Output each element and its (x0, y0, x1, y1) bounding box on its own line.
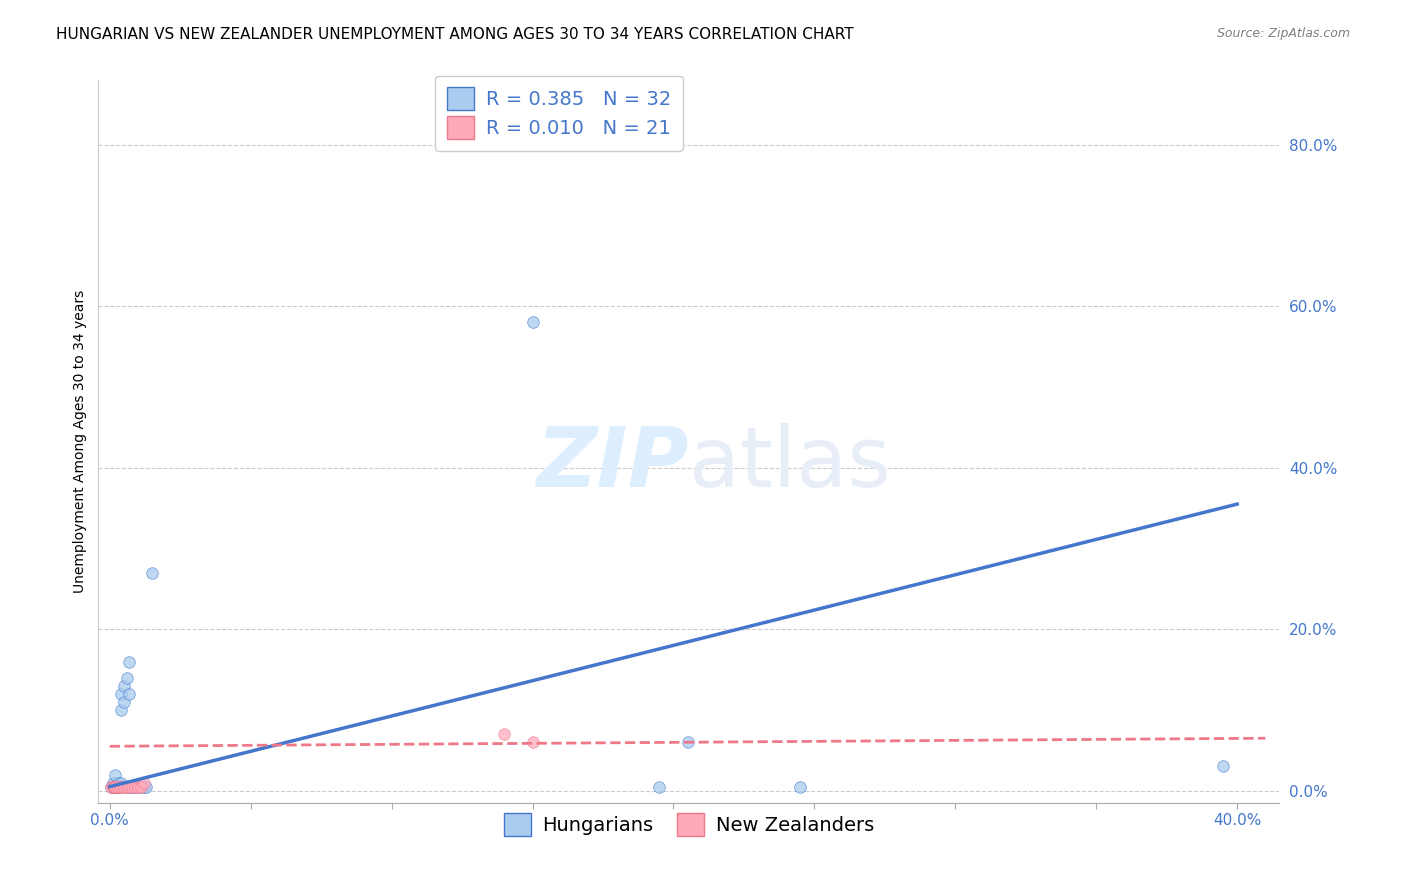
Point (1212, 759, 1234, 773)
Point (110, 780, 132, 794)
Point (121, 780, 143, 794)
Point (115, 671, 138, 685)
Point (107, 780, 129, 794)
Point (103, 780, 125, 794)
Point (124, 780, 146, 794)
Point (112, 780, 135, 794)
Point (118, 655, 141, 669)
Point (107, 780, 129, 794)
Point (121, 780, 143, 794)
Legend: Hungarians, New Zealanders: Hungarians, New Zealanders (496, 805, 882, 844)
Point (522, 735, 544, 749)
Point (132, 780, 155, 794)
Point (107, 775, 129, 789)
Point (110, 687, 132, 701)
Point (110, 780, 132, 794)
Point (141, 566, 163, 580)
Point (789, 780, 811, 794)
Point (129, 780, 152, 794)
Point (129, 780, 152, 794)
Point (101, 780, 124, 794)
Point (101, 780, 124, 794)
Text: ZIP: ZIP (536, 423, 689, 504)
Point (676, 735, 699, 749)
Point (132, 775, 155, 789)
Point (112, 679, 135, 693)
Point (110, 775, 132, 789)
Point (112, 695, 135, 709)
Point (127, 780, 149, 794)
Point (104, 767, 127, 781)
Point (115, 780, 138, 794)
Text: HUNGARIAN VS NEW ZEALANDER UNEMPLOYMENT AMONG AGES 30 TO 34 YEARS CORRELATION CH: HUNGARIAN VS NEW ZEALANDER UNEMPLOYMENT … (56, 27, 853, 42)
Point (100, 780, 122, 794)
Point (104, 780, 127, 794)
Point (135, 780, 157, 794)
Point (104, 780, 127, 794)
Point (494, 727, 516, 741)
Y-axis label: Unemployment Among Ages 30 to 34 years: Unemployment Among Ages 30 to 34 years (73, 290, 87, 593)
Point (118, 780, 141, 794)
Point (124, 780, 146, 794)
Point (115, 780, 138, 794)
Point (107, 780, 129, 794)
Point (121, 780, 143, 794)
Point (127, 780, 149, 794)
Point (103, 780, 125, 794)
Point (110, 703, 132, 717)
Point (648, 780, 671, 794)
Point (112, 780, 135, 794)
Point (104, 780, 127, 794)
Point (115, 780, 138, 794)
Point (100, 780, 122, 794)
Point (104, 780, 127, 794)
Point (101, 775, 124, 789)
Text: atlas: atlas (689, 423, 890, 504)
Point (522, 316, 544, 330)
Text: Source: ZipAtlas.com: Source: ZipAtlas.com (1216, 27, 1350, 40)
Point (107, 780, 129, 794)
Point (118, 687, 141, 701)
